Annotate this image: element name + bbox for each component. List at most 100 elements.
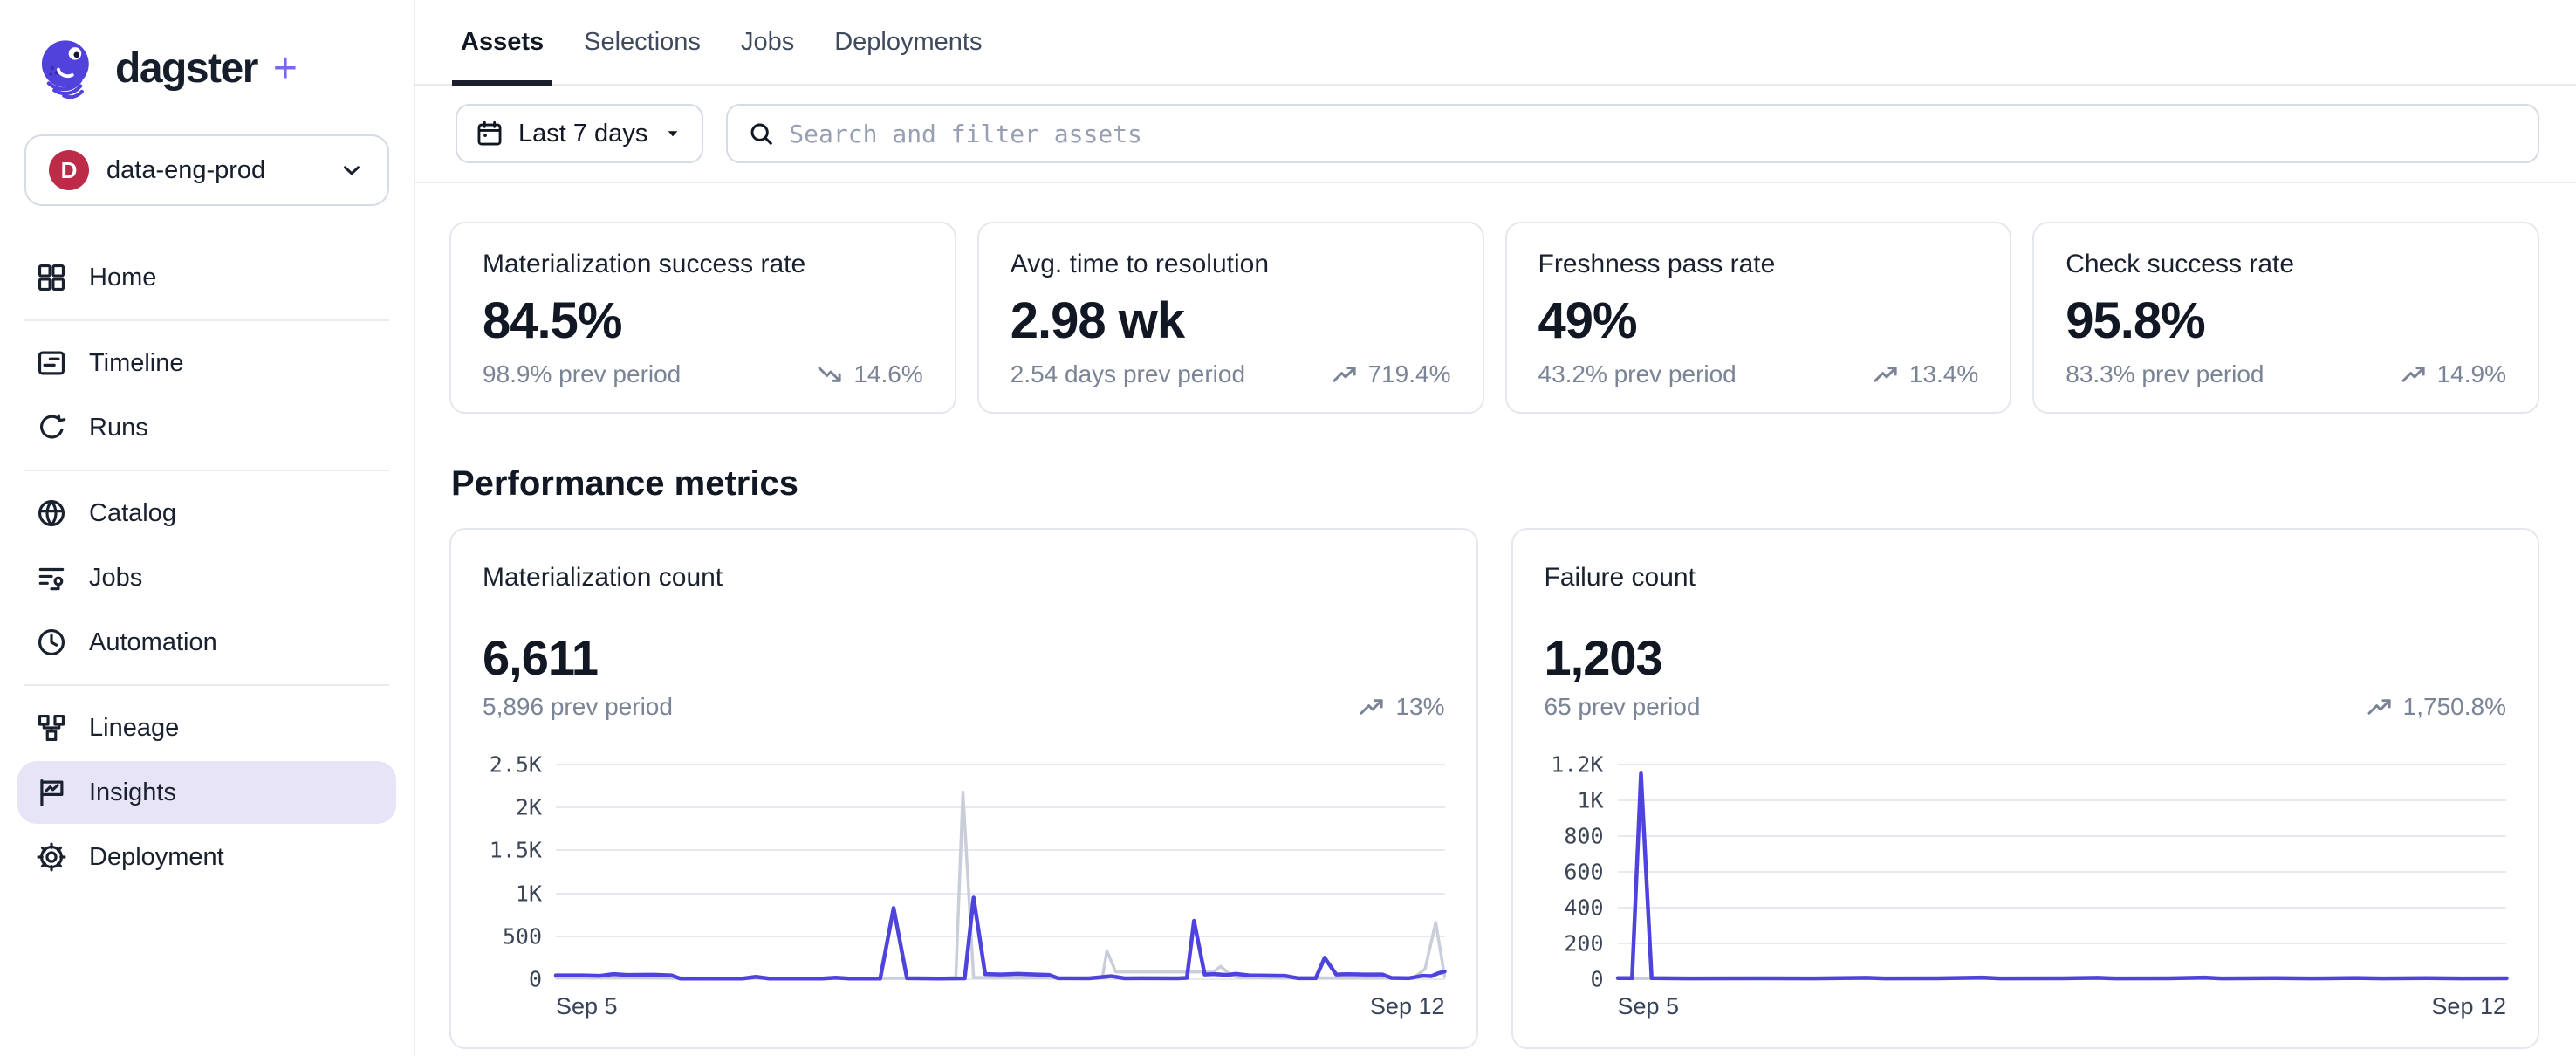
runs-loop-icon bbox=[35, 411, 68, 444]
metric-card-materialization-success-rate: Materialization success rate 84.5% 98.9%… bbox=[449, 222, 956, 414]
logo[interactable]: dagster + bbox=[35, 35, 414, 101]
trend-up-icon bbox=[1359, 693, 1387, 721]
sidebar-divider bbox=[24, 470, 389, 471]
sidebar-item-catalog[interactable]: Catalog bbox=[17, 482, 396, 545]
metric-value: 95.8% bbox=[2066, 292, 2205, 349]
metric-prev-period: 43.2% prev period bbox=[1538, 360, 1737, 387]
sidebar-item-timeline[interactable]: Timeline bbox=[17, 332, 396, 394]
sidebar-item-home[interactable]: Home bbox=[17, 246, 396, 309]
chart-prev-period: 65 prev period bbox=[1544, 693, 1701, 720]
x-axis-labels: Sep 5 Sep 12 bbox=[556, 993, 1445, 1020]
insights-content: Materialization success rate 84.5% 98.9%… bbox=[415, 183, 2576, 1056]
metric-prev-period: 98.9% prev period bbox=[483, 360, 682, 387]
chart-title: Failure count bbox=[1544, 563, 1696, 592]
metric-title: Materialization success rate bbox=[483, 250, 806, 278]
trend-value: 14.9% bbox=[2436, 360, 2506, 387]
trend-indicator: 1,750.8% bbox=[2367, 693, 2506, 721]
catalog-globe-icon bbox=[35, 497, 68, 530]
timeline-icon bbox=[35, 346, 68, 380]
deployment-name: data-eng-prod bbox=[106, 155, 266, 184]
metric-prev-period: 2.54 days prev period bbox=[1010, 360, 1246, 387]
sidebar-item-runs[interactable]: Runs bbox=[17, 396, 396, 459]
y-axis-labels: 0 200 400 600 800 1K 1.2K bbox=[1551, 751, 1604, 992]
top-tabbar: Assets Selections Jobs Deployments bbox=[415, 0, 2576, 86]
sidebar-item-label: Catalog bbox=[89, 498, 176, 527]
tab-jobs[interactable]: Jobs bbox=[740, 27, 795, 56]
sidebar-item-label: Lineage bbox=[89, 713, 180, 742]
jobs-list-icon bbox=[35, 561, 68, 594]
trend-up-icon bbox=[2401, 360, 2429, 388]
metric-value: 49% bbox=[1538, 292, 1638, 349]
deployment-switcher[interactable]: D data-eng-prod bbox=[24, 134, 389, 206]
time-range-label: Last 7 days bbox=[518, 119, 648, 147]
filter-bar: Last 7 days bbox=[415, 86, 2576, 183]
trend-indicator: 719.4% bbox=[1332, 360, 1451, 388]
failure-count-card: Failure count 1,203 65 prev period 1,750… bbox=[1511, 528, 2539, 1049]
chart-title: Materialization count bbox=[483, 563, 723, 592]
summary-cards-row: Materialization success rate 84.5% 98.9%… bbox=[449, 222, 2539, 414]
x-axis-end-label: Sep 12 bbox=[2431, 993, 2506, 1019]
chart-value: 6,611 bbox=[483, 630, 599, 685]
metric-value: 84.5% bbox=[483, 292, 622, 349]
metric-card-freshness-pass-rate: Freshness pass rate 49% 43.2% prev perio… bbox=[1504, 222, 2012, 414]
sidebar-divider bbox=[24, 319, 389, 321]
metric-prev-period: 83.3% prev period bbox=[2066, 360, 2264, 387]
sidebar-item-label: Automation bbox=[89, 627, 217, 656]
metric-title: Check success rate bbox=[2066, 250, 2295, 278]
trend-indicator: 13% bbox=[1359, 693, 1445, 721]
sidebar-item-label: Runs bbox=[89, 413, 148, 442]
brand-name: dagster bbox=[115, 45, 258, 92]
trend-indicator: 13.4% bbox=[1873, 360, 1978, 388]
trend-indicator: 14.6% bbox=[817, 360, 923, 388]
chevron-down-icon bbox=[339, 157, 365, 183]
time-range-button[interactable]: Last 7 days bbox=[456, 104, 704, 163]
search-input[interactable] bbox=[789, 119, 2518, 148]
sidebar: dagster + D data-eng-prod Home bbox=[0, 0, 415, 1056]
y-axis-labels: 0 500 1K 1.5K 2K 2.5K bbox=[489, 751, 542, 992]
automation-clock-icon bbox=[35, 626, 68, 659]
sidebar-item-lineage[interactable]: Lineage bbox=[17, 696, 396, 759]
sidebar-item-deployment[interactable]: Deployment bbox=[17, 826, 396, 888]
trend-up-icon bbox=[1332, 360, 1360, 388]
x-axis-labels: Sep 5 Sep 12 bbox=[1618, 993, 2507, 1020]
x-axis-start-label: Sep 5 bbox=[556, 993, 618, 1019]
trend-value: 14.6% bbox=[853, 360, 923, 387]
trend-value: 719.4% bbox=[1367, 360, 1451, 387]
trend-down-icon bbox=[817, 360, 845, 388]
deployment-gear-icon bbox=[35, 840, 68, 874]
trend-up-icon bbox=[2367, 693, 2394, 721]
chart-plot-area[interactable] bbox=[1618, 764, 2507, 980]
materialization-count-chart: 0 500 1K 1.5K 2K 2.5K Sep 5 Sep 12 bbox=[483, 751, 1445, 1020]
failure-count-chart: 0 200 400 600 800 1K 1.2K Sep 5 Sep 12 bbox=[1545, 751, 2507, 1020]
calendar-icon bbox=[475, 119, 504, 148]
sidebar-item-label: Insights bbox=[89, 778, 176, 806]
metric-card-check-success-rate: Check success rate 95.8% 83.3% prev peri… bbox=[2032, 222, 2539, 414]
tab-deployments[interactable]: Deployments bbox=[834, 27, 983, 56]
chart-plot-area[interactable] bbox=[556, 764, 1445, 980]
lineage-tree-icon bbox=[35, 711, 68, 744]
metric-value: 2.98 wk bbox=[1010, 292, 1185, 349]
trend-indicator: 14.9% bbox=[2401, 360, 2506, 388]
trend-value: 13% bbox=[1395, 693, 1445, 720]
brand-plus-badge: + bbox=[272, 45, 298, 92]
search-box[interactable] bbox=[726, 104, 2539, 163]
tab-assets[interactable]: Assets bbox=[451, 0, 553, 86]
main-area: Assets Selections Jobs Deployments Last … bbox=[415, 0, 2576, 1056]
sidebar-item-automation[interactable]: Automation bbox=[17, 611, 396, 674]
sidebar-item-jobs[interactable]: Jobs bbox=[17, 546, 396, 609]
trend-value: 1,750.8% bbox=[2402, 693, 2506, 720]
section-title: Performance metrics bbox=[451, 464, 798, 503]
sidebar-item-insights[interactable]: Insights bbox=[17, 761, 396, 824]
sidebar-nav: Home Timeline Runs bbox=[0, 246, 414, 888]
sidebar-item-label: Jobs bbox=[89, 563, 143, 592]
x-axis-end-label: Sep 12 bbox=[1369, 993, 1445, 1019]
chart-value: 1,203 bbox=[1544, 630, 1663, 685]
x-axis-start-label: Sep 5 bbox=[1617, 993, 1680, 1019]
metric-card-avg-time-to-resolution: Avg. time to resolution 2.98 wk 2.54 day… bbox=[976, 222, 1484, 414]
sidebar-divider bbox=[24, 684, 389, 686]
tab-selections[interactable]: Selections bbox=[584, 27, 701, 56]
trend-value: 13.4% bbox=[1908, 360, 1979, 387]
home-grid-icon bbox=[35, 261, 68, 294]
search-icon bbox=[747, 120, 775, 147]
